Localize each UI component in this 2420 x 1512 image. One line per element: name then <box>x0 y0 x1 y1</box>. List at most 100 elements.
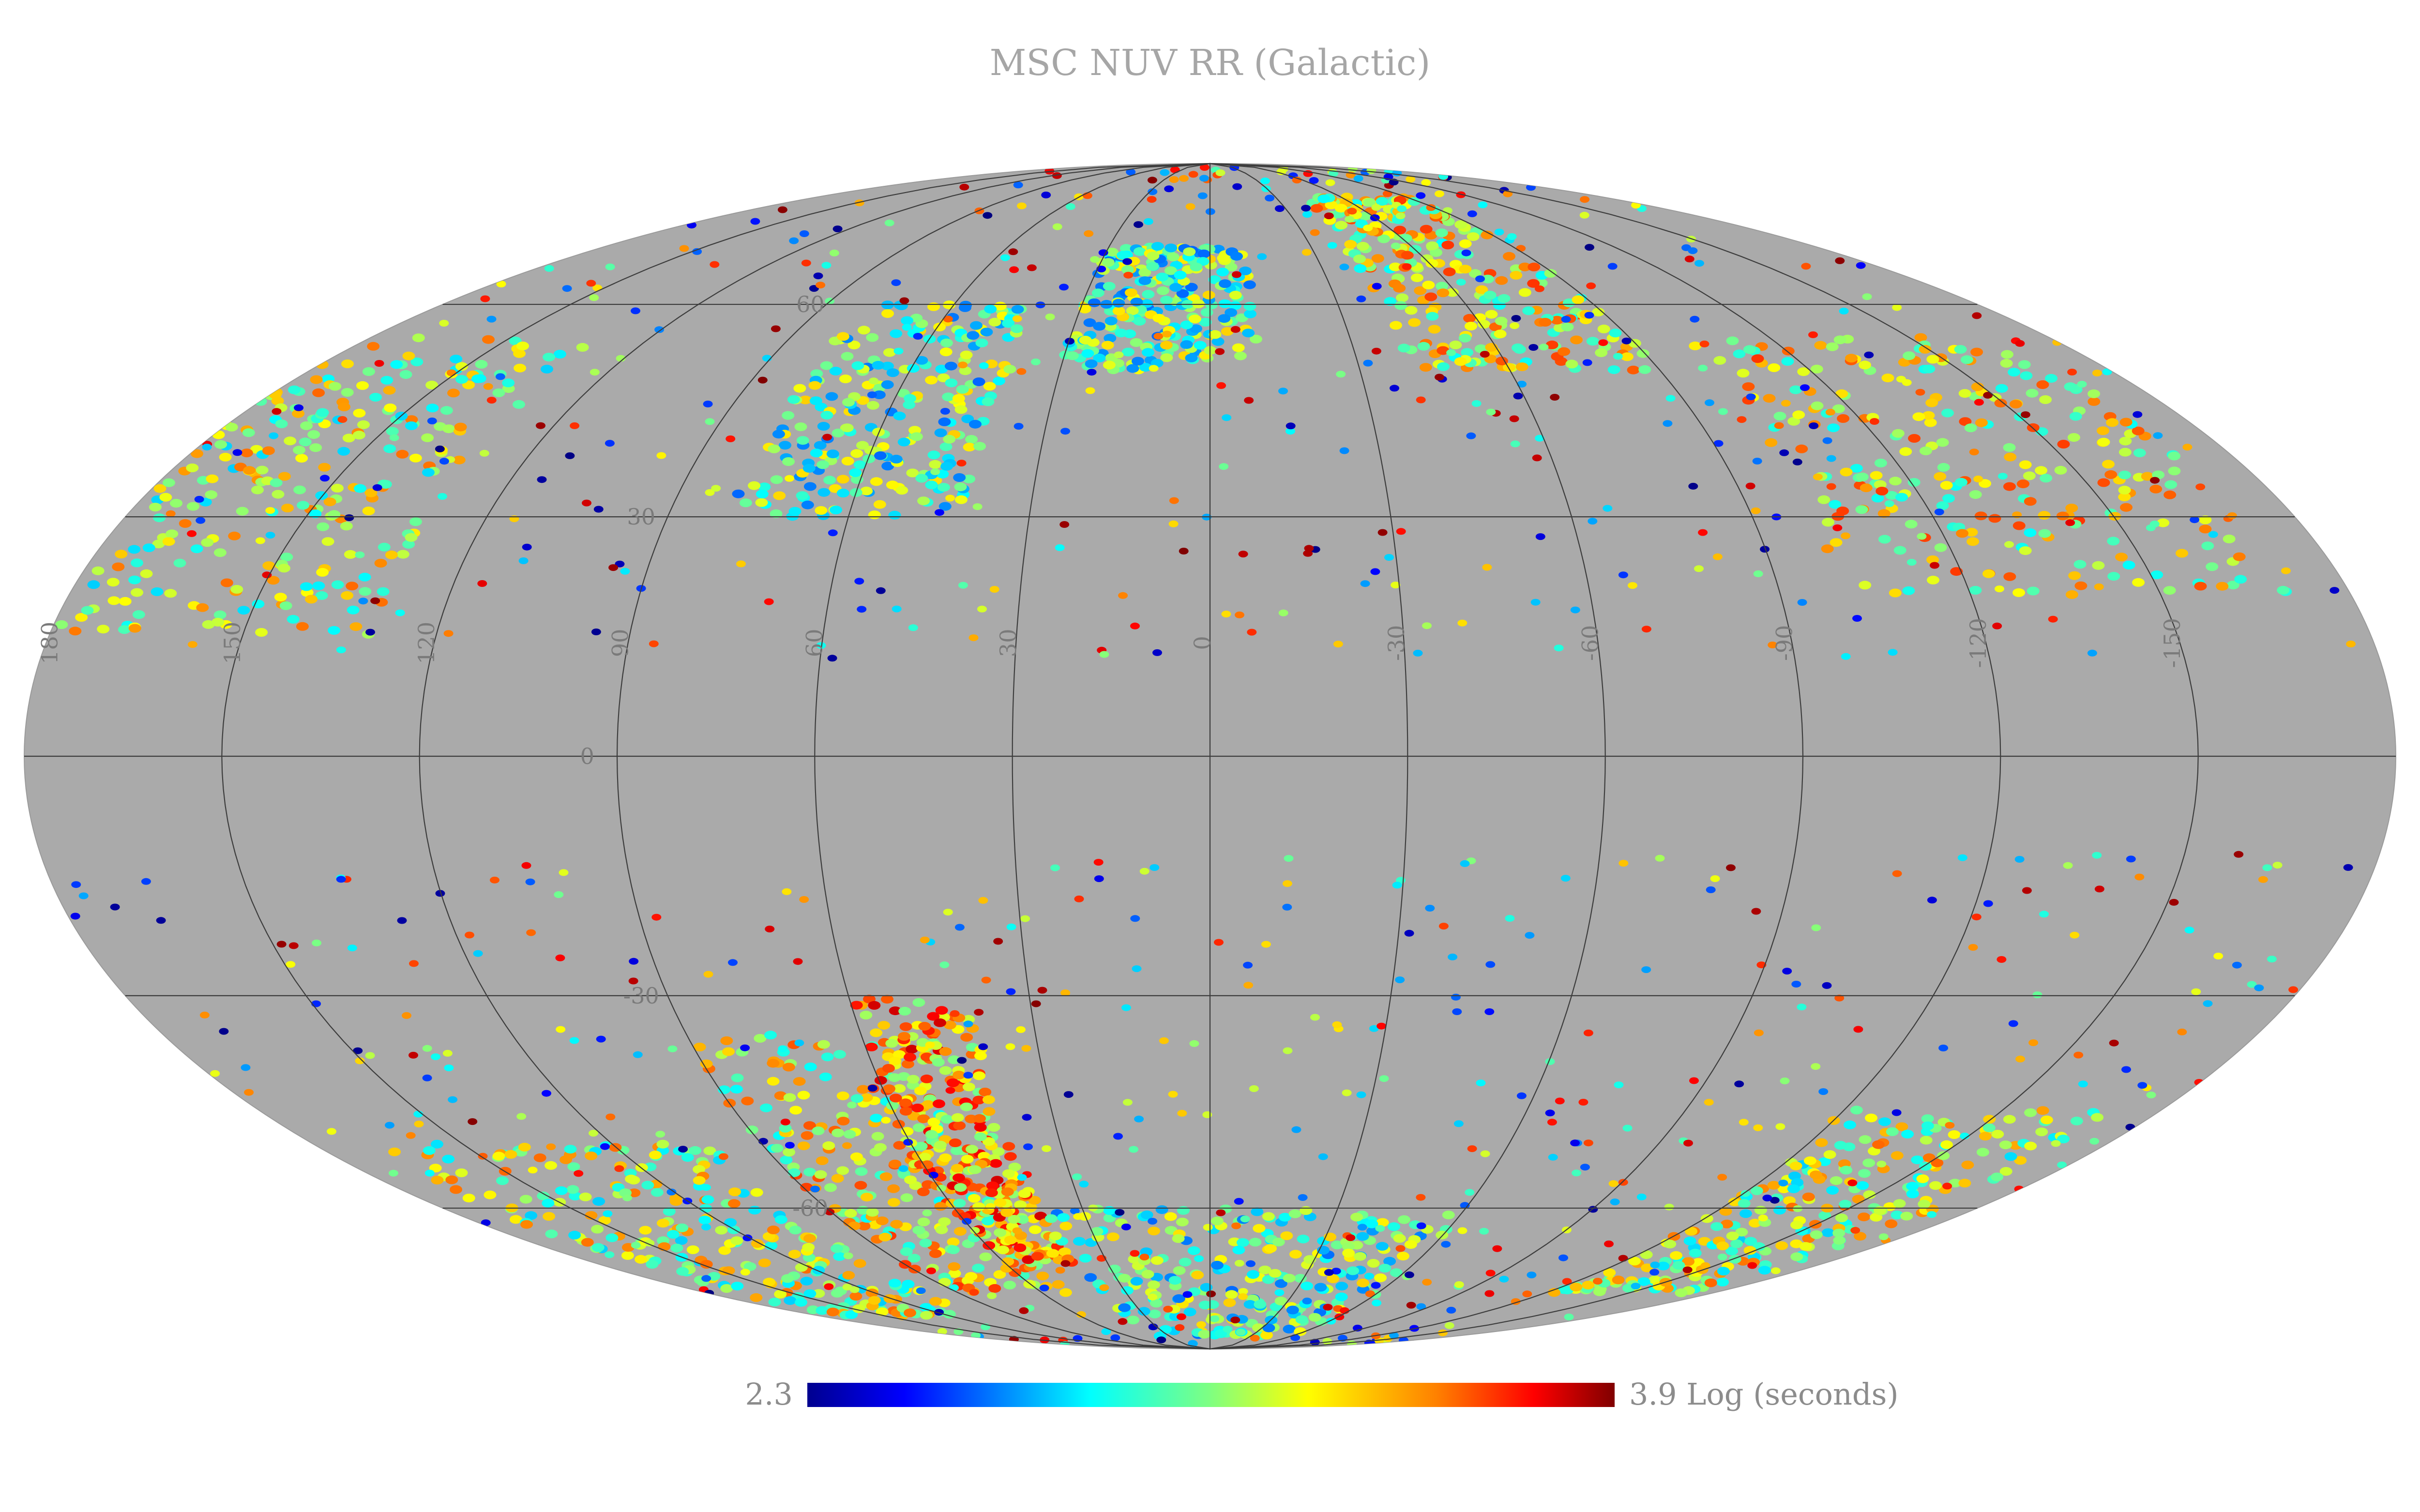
longitude-label: 120 <box>413 622 439 664</box>
coverage-tile <box>1216 382 1226 389</box>
coverage-tile <box>1390 1268 1403 1277</box>
coverage-tile <box>1230 1317 1240 1324</box>
coverage-tile <box>1454 220 1467 229</box>
coverage-tile <box>849 1292 862 1301</box>
coverage-tile <box>1868 1147 1880 1156</box>
coverage-tile <box>2121 1066 2131 1073</box>
coverage-tile <box>2288 986 2299 993</box>
coverage-tile <box>2223 534 2236 543</box>
coverage-tile <box>1180 340 1193 349</box>
coverage-tile <box>1416 192 1426 199</box>
coverage-tile <box>1834 994 1845 1002</box>
coverage-tile <box>1827 423 1840 433</box>
coverage-tile <box>799 395 812 404</box>
coverage-tile <box>1079 1254 1092 1263</box>
coverage-tile <box>385 550 398 559</box>
coverage-tile <box>1922 411 1935 420</box>
coverage-tile <box>1004 1152 1017 1161</box>
coverage-tile <box>1937 463 1950 472</box>
coverage-tile <box>1860 483 1873 493</box>
coverage-tile <box>1335 221 1348 230</box>
coverage-tile <box>1906 559 1917 566</box>
coverage-tile <box>1416 1222 1426 1229</box>
coverage-tile <box>1862 293 1872 300</box>
coverage-tile <box>1250 334 1262 344</box>
coverage-tile <box>1572 295 1585 304</box>
coverage-tile <box>1841 653 1851 660</box>
coverage-tile <box>910 432 923 441</box>
coverage-tile <box>1065 203 1075 210</box>
coverage-tile <box>1752 458 1762 464</box>
coverage-tile <box>860 1011 873 1019</box>
coverage-tile <box>2092 852 2102 859</box>
coverage-tile <box>1726 336 1739 345</box>
coverage-tile <box>1274 205 1285 212</box>
coverage-tile <box>1001 1187 1014 1197</box>
coverage-tile <box>1002 1142 1015 1151</box>
coverage-tile <box>1518 262 1531 271</box>
coverage-tile <box>701 1184 711 1191</box>
coverage-tile <box>1495 276 1508 285</box>
coverage-tile <box>1934 509 1944 516</box>
coverage-tile <box>2024 497 2037 506</box>
coverage-tile <box>2040 1115 2053 1124</box>
coverage-tile <box>837 1117 850 1126</box>
coverage-tile <box>782 888 792 895</box>
coverage-tile <box>969 419 982 429</box>
coverage-tile <box>1876 1160 1887 1168</box>
coverage-tile <box>480 295 490 302</box>
coverage-tile <box>1818 1157 1831 1166</box>
coverage-tile <box>128 624 141 633</box>
coverage-tile <box>1717 1267 1730 1276</box>
coverage-tile <box>1113 1133 1123 1140</box>
coverage-tile <box>948 1262 961 1271</box>
coverage-tile <box>892 1050 906 1059</box>
coverage-tile <box>271 396 284 405</box>
coverage-tile <box>1595 348 1608 358</box>
coverage-tile <box>2163 586 2176 595</box>
coverage-tile <box>1121 1004 1131 1011</box>
coverage-tile <box>1710 875 1720 882</box>
coverage-tile <box>55 620 68 629</box>
coverage-tile <box>633 1051 643 1058</box>
coverage-tile <box>1118 592 1128 599</box>
coverage-tile <box>1122 1099 1133 1106</box>
coverage-tile <box>1621 352 1634 361</box>
coverage-tile <box>1700 1214 1713 1223</box>
coverage-tile <box>870 1114 883 1123</box>
coverage-tile <box>128 575 141 584</box>
coverage-tile <box>917 1217 930 1227</box>
coverage-tile <box>1726 864 1736 871</box>
coverage-tile <box>1485 1270 1496 1277</box>
coverage-tile <box>802 1243 815 1252</box>
coverage-tile <box>520 1220 533 1229</box>
coverage-tile <box>958 303 971 312</box>
coverage-tile <box>1657 1261 1670 1271</box>
coverage-tile <box>1938 1045 1949 1051</box>
coverage-tile <box>1253 1224 1266 1233</box>
coverage-tile <box>1378 1264 1392 1273</box>
coverage-tile <box>968 1165 982 1174</box>
coverage-tile <box>225 422 238 432</box>
graticule <box>24 163 2396 1350</box>
coverage-tile <box>2118 448 2132 457</box>
coverage-tile <box>1475 285 1488 294</box>
coverage-tile <box>537 476 547 483</box>
coverage-tile <box>1396 528 1406 535</box>
coverage-tile <box>984 304 997 314</box>
coverage-tile <box>1840 1166 1853 1175</box>
coverage-tile <box>1408 318 1421 327</box>
coverage-tile <box>97 625 110 634</box>
coverage-tile <box>1060 428 1070 435</box>
coverage-tile <box>1466 432 1476 439</box>
coverage-tile <box>277 564 290 573</box>
coverage-tile <box>483 383 493 390</box>
coverage-tile <box>816 642 826 649</box>
coverage-tile <box>421 433 434 442</box>
coverage-tile <box>1467 1145 1477 1153</box>
coverage-tile <box>1148 1323 1158 1331</box>
coverage-tile <box>255 628 268 637</box>
coverage-tile <box>1274 1279 1287 1288</box>
coverage-tile <box>1607 365 1620 374</box>
coverage-tile <box>1335 1282 1348 1291</box>
